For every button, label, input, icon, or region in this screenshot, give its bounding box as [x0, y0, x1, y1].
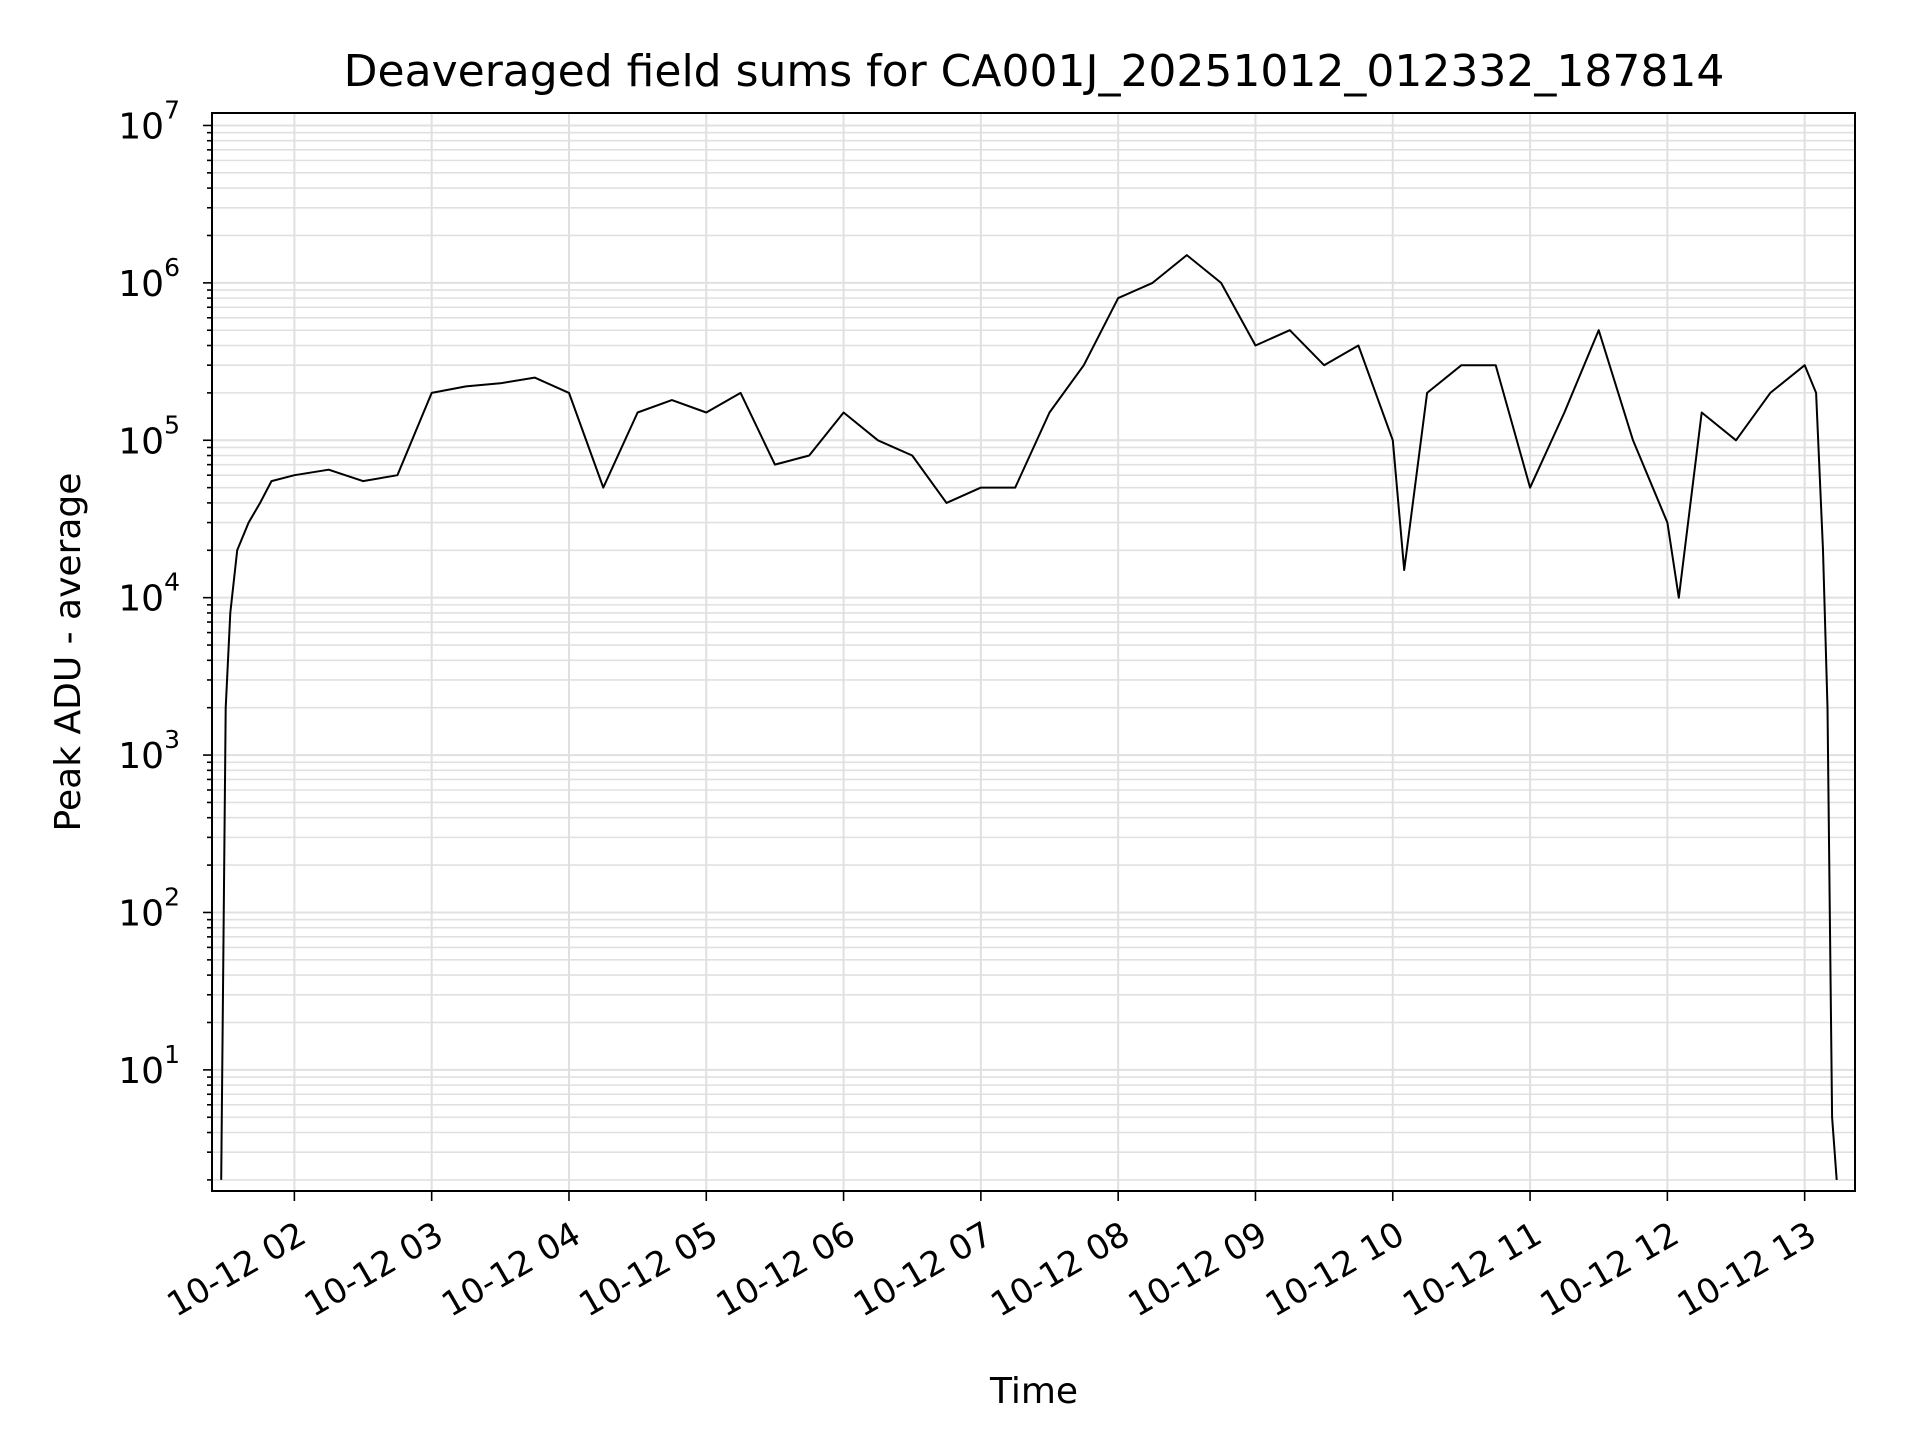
y-tick-exponent: 2: [164, 882, 180, 911]
y-tick-base: 10: [118, 421, 164, 462]
y-tick-exponent: 5: [164, 410, 180, 439]
y-tick-base: 10: [118, 579, 164, 620]
y-tick-label: 105: [118, 410, 180, 462]
y-tick-base: 10: [118, 893, 164, 934]
y-tick-exponent: 1: [164, 1040, 180, 1069]
y-tick-exponent: 7: [164, 95, 180, 124]
y-tick-label: 104: [118, 568, 180, 620]
y-tick-label: 102: [118, 882, 180, 934]
chart-title: Deaveraged field sums for CA001J_2025101…: [344, 46, 1725, 97]
y-axis-label: Peak ADU - average: [48, 473, 89, 832]
y-tick-label: 107: [118, 95, 180, 147]
plot-area: [212, 113, 1855, 1191]
y-tick-exponent: 3: [164, 725, 180, 754]
y-tick-base: 10: [118, 736, 164, 777]
y-tick-base: 10: [118, 106, 164, 147]
y-tick-base: 10: [118, 1051, 164, 1092]
y-tick-label: 106: [118, 253, 180, 305]
y-tick-exponent: 4: [164, 568, 180, 597]
series-line: [220, 254, 1838, 1180]
grid: [212, 113, 1855, 1191]
y-tick-exponent: 6: [164, 253, 180, 282]
x-axis-label: Time: [989, 1371, 1078, 1412]
series-layer: [220, 254, 1838, 1180]
y-tick-label: 103: [118, 725, 180, 777]
plot-frame: [211, 112, 1856, 1192]
y-tick-base: 10: [118, 264, 164, 305]
y-tick-label: 101: [118, 1040, 180, 1092]
